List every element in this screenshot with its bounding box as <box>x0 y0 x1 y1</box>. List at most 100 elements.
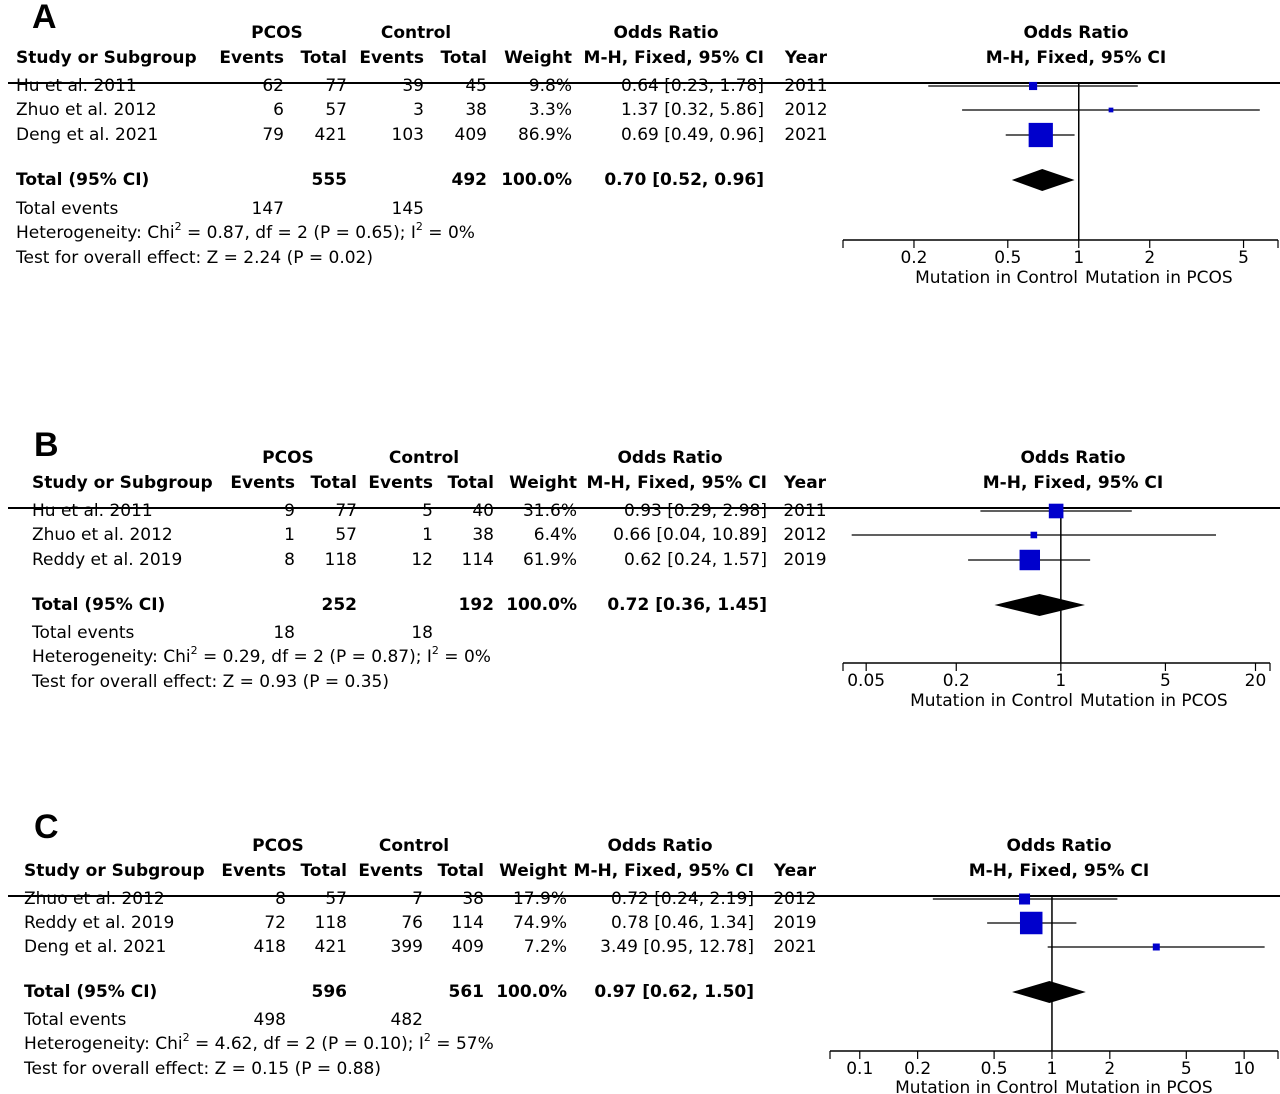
overall-effect: Test for overall effect: Z = 2.24 (P = 0… <box>16 248 373 268</box>
study-ci: 0.72 [0.24, 2.19] <box>610 889 754 909</box>
study-name: Hu et al. 2011 <box>32 501 153 521</box>
header-control: Control <box>380 23 452 43</box>
study-year: 2011 <box>783 501 827 521</box>
header-control-events: Events <box>359 48 424 68</box>
header-study: Study or Subgroup <box>24 861 205 881</box>
header-plot-odds-ratio: Odds Ratio <box>1023 23 1129 43</box>
study-name: Zhuo et al. 2012 <box>16 100 157 120</box>
summary-diamond <box>994 594 1085 616</box>
header-pcos-total: Total <box>300 48 347 68</box>
control-total: 114 <box>451 913 484 933</box>
study-square <box>1030 531 1038 539</box>
study-name: Reddy et al. 2019 <box>24 913 175 933</box>
study-weight: 31.6% <box>522 501 577 521</box>
x-tick-label: 2 <box>1104 1059 1115 1079</box>
study-square <box>1108 107 1114 113</box>
study-ci: 0.62 [0.24, 1.57] <box>623 550 767 570</box>
study-weight: 9.8% <box>528 76 572 96</box>
x-tick-label: 1 <box>1073 248 1084 268</box>
total-weight: 100.0% <box>496 982 567 1002</box>
study-weight: 74.9% <box>512 913 567 933</box>
pcos-total: 118 <box>314 913 347 933</box>
favours-left-label: Mutation in Control <box>910 691 1073 711</box>
header-rule <box>8 895 1280 897</box>
pcos-events: 8 <box>275 889 286 909</box>
header-odds-ratio: Odds Ratio <box>607 836 713 856</box>
total-weight: 100.0% <box>506 595 577 615</box>
pcos-total: 421 <box>314 125 347 145</box>
header-pcos: PCOS <box>251 23 303 43</box>
control-total: 409 <box>451 937 484 957</box>
study-name: Zhuo et al. 2012 <box>24 889 165 909</box>
pcos-events: 418 <box>253 937 286 957</box>
x-tick-label: 5 <box>1181 1059 1192 1079</box>
header-rule <box>8 82 1280 84</box>
pcos-total: 118 <box>324 550 357 570</box>
panel-label: B <box>34 426 59 464</box>
study-ci: 0.69 [0.49, 0.96] <box>620 125 764 145</box>
study-square <box>1152 943 1160 951</box>
study-year: 2021 <box>784 125 828 145</box>
pcos-total: 57 <box>325 889 347 909</box>
header-control-total: Total <box>440 48 487 68</box>
favours-left-label: Mutation in Control <box>915 268 1078 288</box>
x-tick-label: 10 <box>1233 1059 1255 1079</box>
control-events: 76 <box>401 913 423 933</box>
x-tick-label: 0.5 <box>981 1059 1008 1079</box>
study-year: 2011 <box>784 76 828 96</box>
study-year: 2019 <box>783 550 827 570</box>
heterogeneity: Heterogeneity: Chi2 = 0.87, df = 2 (P = … <box>16 220 475 243</box>
study-square <box>1019 911 1043 935</box>
pcos-events: 6 <box>273 100 284 120</box>
header-weight: Weight <box>509 473 577 493</box>
total-events-control: 482 <box>390 1010 423 1030</box>
study-weight: 17.9% <box>512 889 567 909</box>
header-study: Study or Subgroup <box>32 473 213 493</box>
study-ci: 0.66 [0.04, 10.89] <box>613 525 767 545</box>
control-total: 38 <box>465 100 487 120</box>
x-tick-label: 1 <box>1055 671 1066 691</box>
pcos-total: 77 <box>325 76 347 96</box>
header-pcos-events: Events <box>230 473 295 493</box>
header-plot-method: M-H, Fixed, 95% CI <box>982 473 1164 493</box>
study-ci: 3.49 [0.95, 12.78] <box>600 937 754 957</box>
total-ci: 0.72 [0.36, 1.45] <box>607 595 767 615</box>
total-pcos: 596 <box>311 982 348 1002</box>
study-ci: 0.78 [0.46, 1.34] <box>610 913 754 933</box>
study-year: 2019 <box>773 913 817 933</box>
header-control: Control <box>378 836 450 856</box>
total-ci: 0.97 [0.62, 1.50] <box>594 982 754 1002</box>
header-control-total: Total <box>447 473 494 493</box>
total-events-pcos: 18 <box>273 623 295 643</box>
panel-label: C <box>34 808 59 846</box>
pcos-total: 57 <box>325 100 347 120</box>
header-pcos-total: Total <box>310 473 357 493</box>
control-events: 1 <box>422 525 433 545</box>
total-label: Total (95% CI) <box>16 170 150 190</box>
heterogeneity: Heterogeneity: Chi2 = 0.29, df = 2 (P = … <box>32 644 491 667</box>
overall-effect: Test for overall effect: Z = 0.15 (P = 0… <box>24 1059 381 1079</box>
x-tick-label: 0.2 <box>900 248 927 268</box>
total-control: 561 <box>448 982 485 1002</box>
x-tick-label: 1 <box>1047 1059 1058 1079</box>
control-events: 39 <box>402 76 424 96</box>
header-rule <box>8 507 1280 509</box>
x-tick-label: 0.1 <box>846 1059 873 1079</box>
study-square <box>1019 549 1041 571</box>
control-events: 399 <box>390 937 423 957</box>
study-name: Deng et al. 2021 <box>16 125 159 145</box>
total-pcos: 252 <box>321 595 358 615</box>
favours-right-label: Mutation in PCOS <box>1080 691 1228 711</box>
header-pcos: PCOS <box>262 448 314 468</box>
control-total: 409 <box>454 125 487 145</box>
x-tick-label: 0.2 <box>943 671 970 691</box>
pcos-total: 77 <box>335 501 357 521</box>
control-total: 114 <box>461 550 494 570</box>
pcos-events: 9 <box>284 501 295 521</box>
header-study: Study or Subgroup <box>16 48 197 68</box>
header-pcos-events: Events <box>219 48 284 68</box>
control-events: 3 <box>413 100 424 120</box>
study-weight: 61.9% <box>522 550 577 570</box>
pcos-events: 8 <box>284 550 295 570</box>
summary-diamond <box>1011 169 1075 191</box>
